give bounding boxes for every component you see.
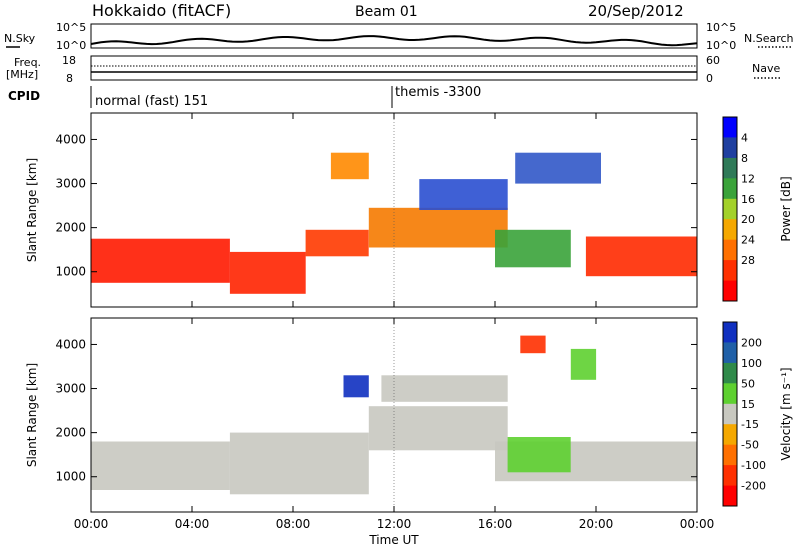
freq-label-1: Freq. (14, 56, 41, 69)
noise-tick-left-top: 10^5 (56, 21, 86, 34)
cpid-mode-1: normal (fast) 151 (95, 94, 208, 109)
power-ytick-label: 2000 (55, 221, 86, 235)
velocity-colorbar-tick: 50 (741, 377, 755, 390)
velocity-colorbar-swatch (723, 444, 737, 466)
freq-tick-left-top: 18 (62, 54, 76, 67)
noise-panel (90, 23, 698, 49)
velocity-xtick-label: 00:00 (74, 517, 109, 531)
velocity-ytick-label: 3000 (55, 382, 86, 396)
velocity-colorbar-frame (722, 321, 738, 507)
power-region (368, 207, 508, 248)
cpid-label: CPID (8, 89, 40, 103)
velocity-colorbar-swatch (723, 424, 737, 446)
power-ytick-label: 4000 (55, 132, 86, 146)
noise-sky-line (90, 35, 698, 47)
velocity-colorbar-tick: -200 (741, 480, 766, 493)
power-region (585, 236, 697, 277)
power-region (495, 229, 571, 268)
velocity-region (570, 348, 597, 380)
velocity-colorbar-label: Velocity [m s⁻¹] (779, 367, 793, 460)
noise-tick-right-top: 10^5 (706, 21, 736, 34)
velocity-colorbar-tick: 100 (741, 357, 762, 370)
power-colorbar-swatch (723, 239, 737, 261)
power-colorbar-swatch (723, 137, 737, 159)
velocity-region (91, 441, 230, 490)
noise-left-label: N.Sky (4, 32, 36, 45)
power-region (330, 152, 369, 180)
velocity-colorbar-swatch (723, 342, 737, 364)
freq-panel (90, 55, 698, 81)
velocity-panel: 1000 2000 3000 4000 Slant Range [km] 00:00 04:… (25, 317, 793, 547)
power-colorbar-swatch (723, 198, 737, 220)
velocity-colorbar-swatch (723, 383, 737, 405)
velocity-xtick-label: 04:00 (175, 517, 210, 531)
velocity-xtick-label: 12:00 (377, 517, 412, 531)
velocity-colorbar-tick: -50 (741, 439, 759, 452)
velocity-region (507, 437, 571, 473)
power-region (515, 152, 601, 184)
power-colorbar-swatch (723, 157, 737, 179)
velocity-ytick-label: 1000 (55, 470, 86, 484)
noise-tick-left-bottom: 10^0 (56, 39, 86, 52)
velocity-colorbar-swatch (723, 322, 737, 343)
velocity-xtick-label: 20:00 (579, 517, 614, 531)
velocity-colorbar-tick: 15 (741, 398, 755, 411)
power-region (91, 238, 230, 283)
noise-right-label: N.Search (744, 32, 794, 45)
freq-tick-right-bottom: 0 (706, 72, 713, 85)
velocity-xlabel: Time UT (368, 533, 419, 547)
freq-label-2: [MHz] (6, 68, 38, 81)
power-region (229, 251, 306, 294)
cpid-mode-2: themis -3300 (395, 85, 481, 100)
power-region (419, 179, 508, 210)
power-colorbar-frame (722, 116, 738, 302)
velocity-colorbar-swatch (723, 362, 737, 384)
power-panel: 1000 2000 3000 4000 Slant Range [km] 4 8 12 16 20… (25, 112, 793, 308)
noise-tick-right-bottom: 10^0 (706, 39, 736, 52)
velocity-colorbar-swatch (723, 465, 737, 486)
power-ytick-label: 1000 (55, 265, 86, 279)
velocity-region (381, 375, 508, 402)
date-title: 20/Sep/2012 (588, 2, 684, 20)
velocity-colorbar-tick: 200 (741, 336, 762, 349)
velocity-region (229, 432, 369, 495)
velocity-colorbar-swatch (723, 403, 737, 425)
velocity-colorbar-tick: -15 (741, 418, 759, 431)
freq-tick-right-top: 60 (706, 54, 720, 67)
power-colorbar-tick: 20 (741, 213, 755, 226)
nave-label: Nave (752, 62, 780, 75)
velocity-xtick-label: 00:00 (680, 517, 715, 531)
velocity-ytick-label: 4000 (55, 337, 86, 351)
power-ytick-label: 3000 (55, 177, 86, 191)
power-colorbar-swatch (723, 219, 737, 241)
velocity-colorbar-tick: -100 (741, 459, 766, 472)
velocity-region (520, 335, 546, 354)
freq-tick-left-bottom: 8 (66, 72, 73, 85)
power-colorbar-swatch (723, 280, 737, 302)
velocity-xtick-label: 08:00 (276, 517, 311, 531)
power-colorbar-tick: 12 (741, 172, 755, 185)
power-colorbar-tick: 28 (741, 254, 755, 267)
power-colorbar-swatch (723, 178, 737, 200)
velocity-xtick-label: 16:00 (478, 517, 513, 531)
velocity-ytick-label: 2000 (55, 426, 86, 440)
power-region (305, 229, 369, 257)
power-colorbar-tick: 24 (741, 234, 755, 247)
power-colorbar-label: Power [dB] (779, 176, 793, 241)
power-colorbar-swatch (723, 260, 737, 281)
beam-title: Beam 01 (355, 4, 418, 20)
power-colorbar-tick: 16 (741, 193, 755, 206)
station-title: Hokkaido (fitACF) (92, 1, 231, 20)
power-colorbar-tick: 8 (741, 152, 748, 165)
velocity-ylabel: Slant Range [km] (25, 363, 39, 467)
velocity-region (368, 406, 508, 451)
power-ylabel: Slant Range [km] (25, 158, 39, 262)
power-colorbar-tick: 4 (741, 131, 748, 144)
velocity-region (343, 375, 369, 398)
power-colorbar-swatch (723, 117, 737, 138)
velocity-colorbar-swatch (723, 485, 737, 507)
